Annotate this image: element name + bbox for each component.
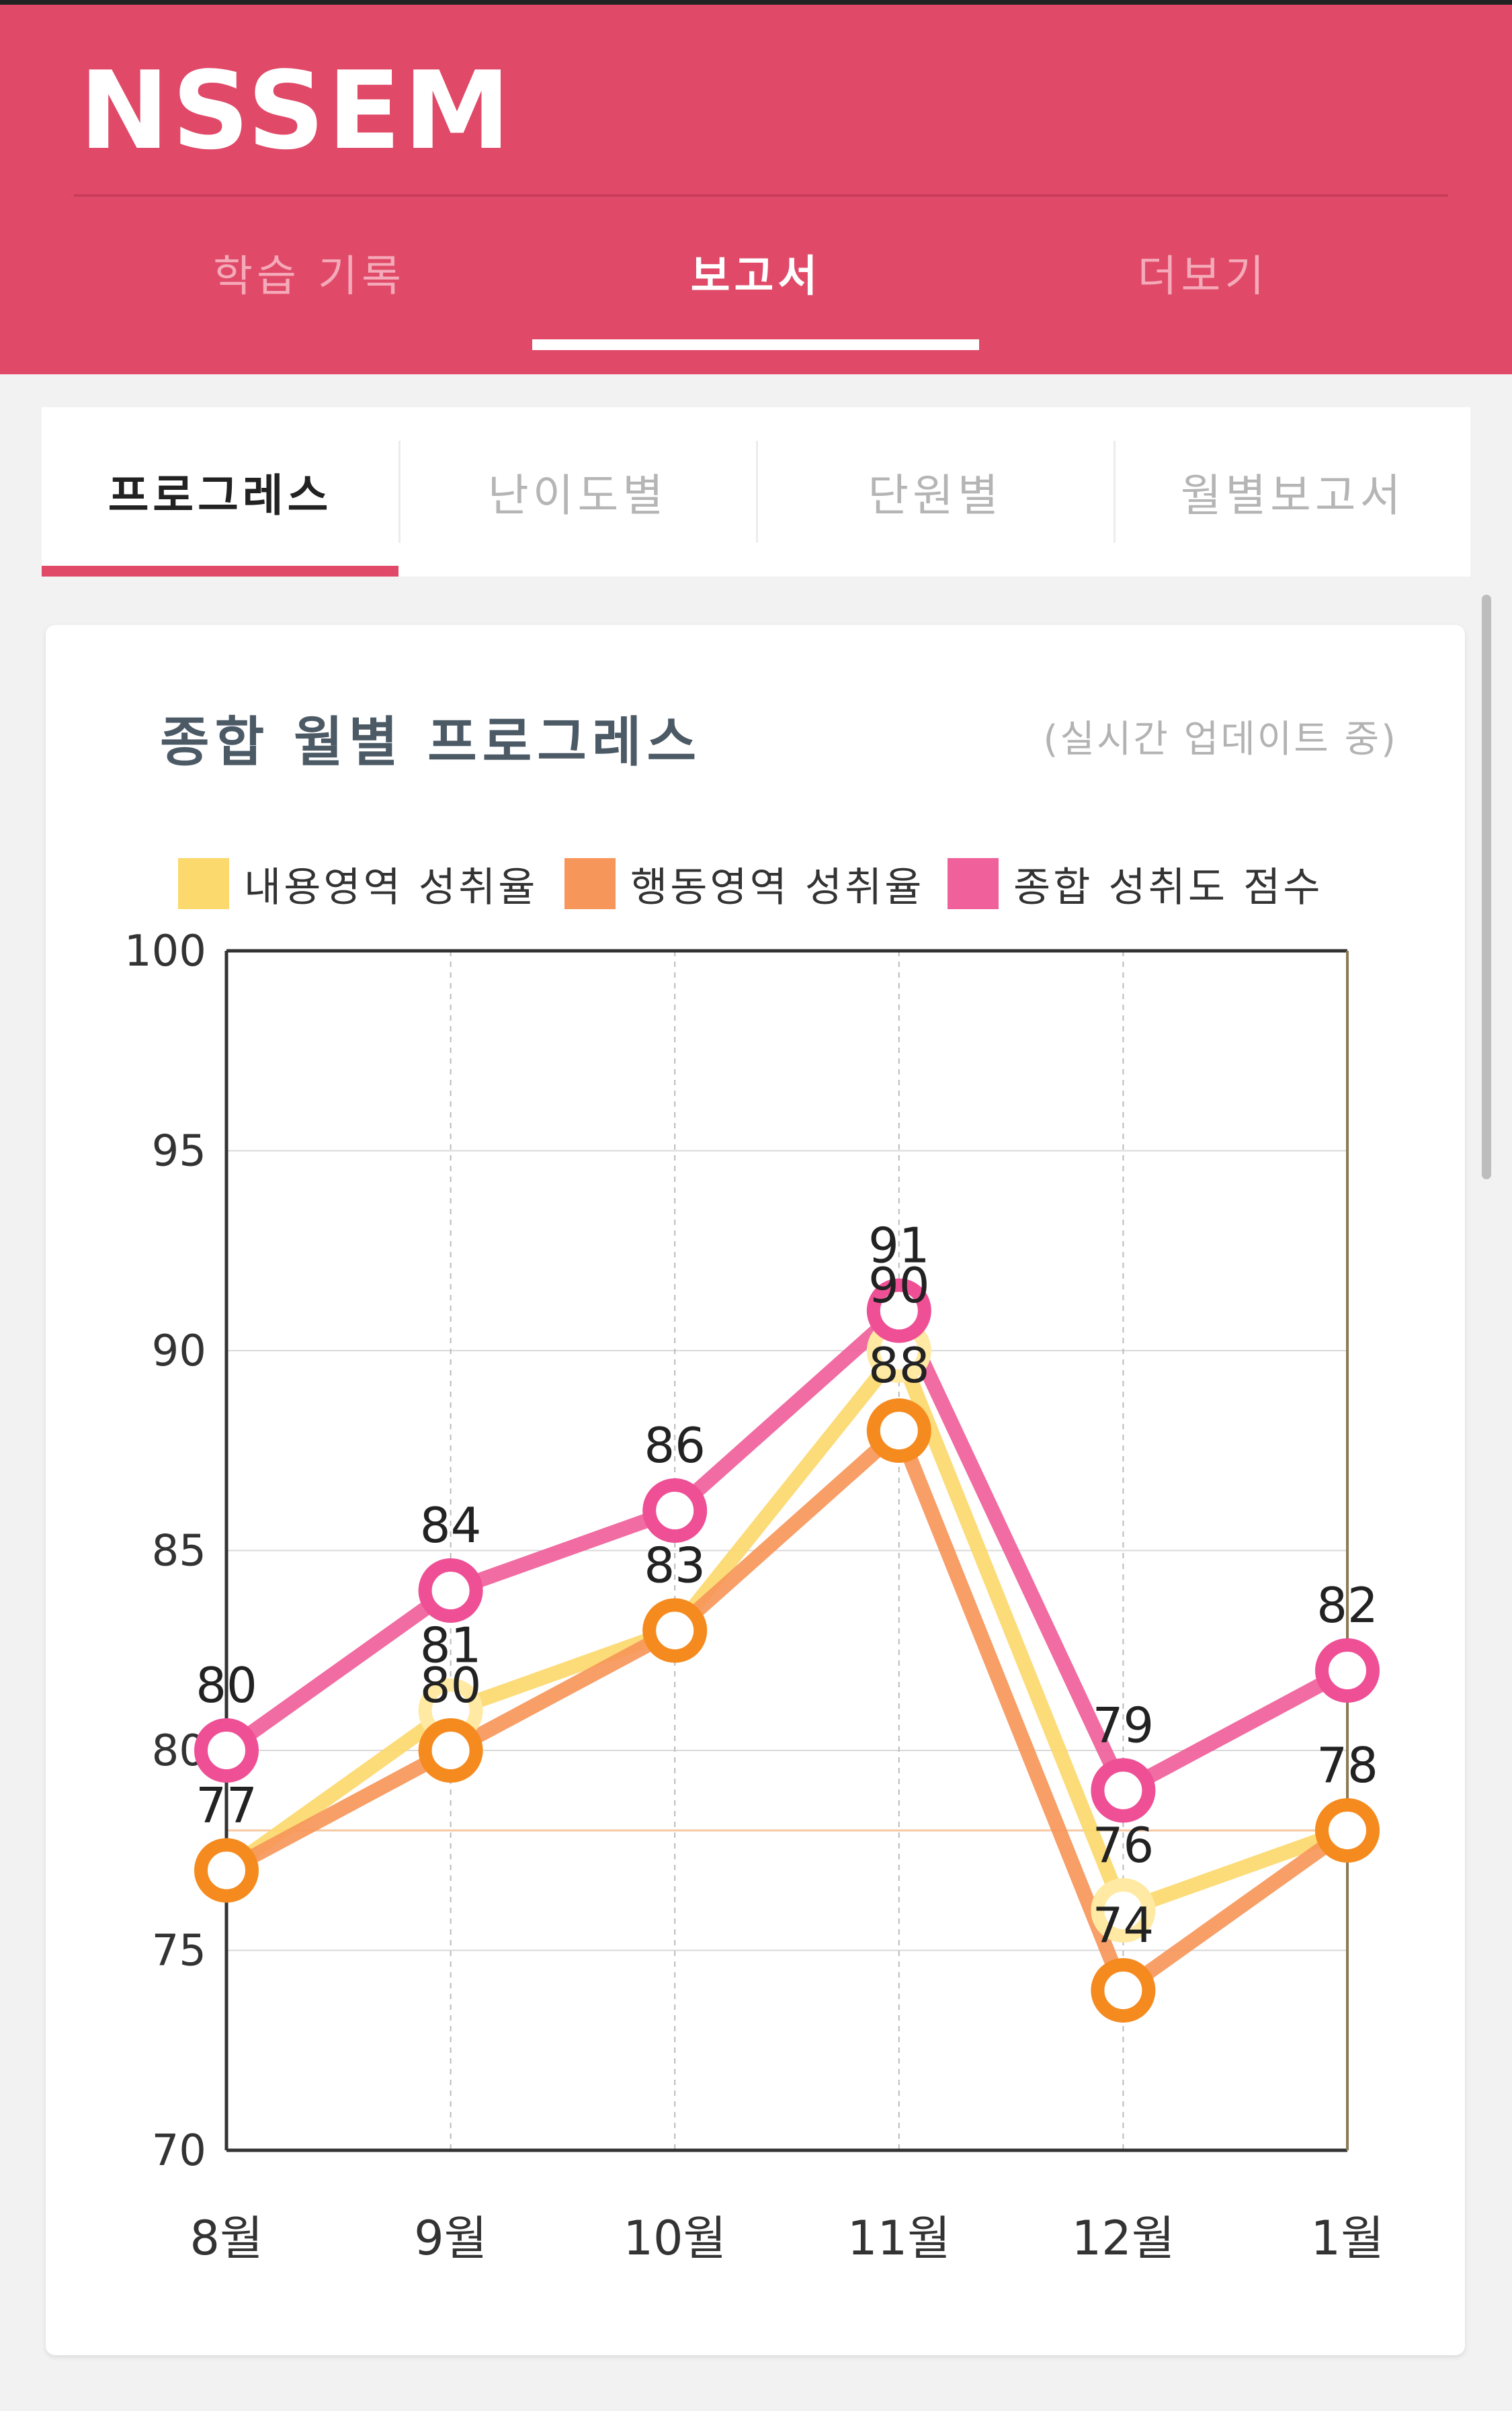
tab-study-log[interactable]: 학습 기록 xyxy=(213,252,405,302)
data-label: 86 xyxy=(644,1417,706,1474)
legend-swatch xyxy=(178,858,229,909)
data-label: 78 xyxy=(1316,1737,1378,1793)
legend-item-total: 종합 성취도 점수 xyxy=(948,857,1323,911)
subtab-divider xyxy=(398,441,401,543)
data-point xyxy=(642,1478,708,1543)
data-point xyxy=(866,1398,931,1463)
x-tick-label: 9월 xyxy=(414,2211,487,2266)
series-line xyxy=(219,1423,1355,1998)
x-tick-label: 1월 xyxy=(1311,2211,1384,2266)
header-divider xyxy=(74,194,1448,197)
data-label: 77 xyxy=(196,1777,257,1834)
legend-label: 내용영역 성취율 xyxy=(244,863,538,911)
data-label: 83 xyxy=(644,1537,706,1594)
x-tick-label: 12월 xyxy=(1072,2211,1175,2266)
data-label: 81 xyxy=(420,1617,482,1674)
legend-swatch xyxy=(948,858,999,909)
y-tick-label: 90 xyxy=(152,1326,206,1376)
card-title: 종합 월별 프로그레스 xyxy=(160,711,702,773)
data-point xyxy=(1315,1638,1380,1703)
series-line xyxy=(219,1303,1355,1798)
active-tab-indicator xyxy=(532,339,979,350)
subtab-unit[interactable]: 단원별 xyxy=(868,470,1003,521)
subtab-progress[interactable]: 프로그레스 xyxy=(108,470,333,521)
vertical-scrollbar[interactable] xyxy=(1482,595,1491,1179)
app-logo: NSSEM xyxy=(79,48,513,173)
legend-item-behavior: 행동영역 성취율 xyxy=(564,857,924,911)
data-point xyxy=(194,1838,259,1903)
main-tabs: 학습 기록 보고서 더보기 xyxy=(0,222,1512,356)
data-label: 76 xyxy=(1093,1817,1154,1873)
data-point xyxy=(418,1718,483,1783)
y-tick-label: 95 xyxy=(152,1127,206,1177)
legend-label: 행동영역 성취율 xyxy=(630,863,925,911)
data-label: 79 xyxy=(1093,1697,1154,1754)
data-label: 82 xyxy=(1316,1577,1378,1634)
data-point xyxy=(1091,1758,1156,1823)
y-tick-label: 100 xyxy=(124,927,206,976)
x-tick-label: 10월 xyxy=(623,2211,726,2266)
card-subtitle: (실시간 업데이트 중) xyxy=(1043,718,1398,761)
subtab-difficulty[interactable]: 난이도별 xyxy=(488,470,667,521)
y-tick-label: 75 xyxy=(152,1927,206,1976)
subtab-divider xyxy=(1114,441,1116,543)
x-tick-label: 8월 xyxy=(190,2211,263,2266)
data-point xyxy=(418,1558,483,1623)
y-tick-label: 85 xyxy=(152,1527,206,1576)
data-point xyxy=(1315,1798,1380,1863)
tab-more[interactable]: 더보기 xyxy=(1137,252,1269,302)
data-label: 80 xyxy=(196,1657,257,1714)
subtab-monthly-report[interactable]: 월별보고서 xyxy=(1180,470,1405,521)
data-label: 77 xyxy=(196,1777,257,1834)
data-label: 84 xyxy=(420,1497,482,1554)
data-point xyxy=(1091,1878,1156,1943)
status-strip xyxy=(0,0,1512,5)
data-label: 74 xyxy=(1093,1897,1154,1953)
data-label: 90 xyxy=(868,1257,930,1314)
x-tick-label: 11월 xyxy=(847,2211,950,2266)
y-tick-label: 70 xyxy=(152,2126,206,2176)
data-label: 91 xyxy=(868,1218,930,1274)
tab-report[interactable]: 보고서 xyxy=(690,252,822,302)
subtab-divider xyxy=(756,441,758,543)
data-label: 83 xyxy=(644,1537,706,1594)
report-subtabs: 프로그레스 난이도별 단원별 월별보고서 xyxy=(42,407,1470,577)
data-point xyxy=(1091,1958,1156,2023)
data-point xyxy=(642,1598,708,1663)
data-label: 78 xyxy=(1316,1737,1378,1793)
data-point xyxy=(866,1278,931,1343)
app-header: NSSEM xyxy=(0,5,1512,374)
data-point xyxy=(194,1718,259,1783)
data-label: 80 xyxy=(420,1657,482,1714)
series-line xyxy=(219,1343,1355,1918)
legend-swatch xyxy=(564,858,616,909)
data-label: 88 xyxy=(868,1337,930,1394)
legend-item-content: 내용영역 성취율 xyxy=(178,857,538,911)
active-subtab-indicator xyxy=(42,566,398,577)
legend-label: 종합 성취도 점수 xyxy=(1013,863,1323,911)
